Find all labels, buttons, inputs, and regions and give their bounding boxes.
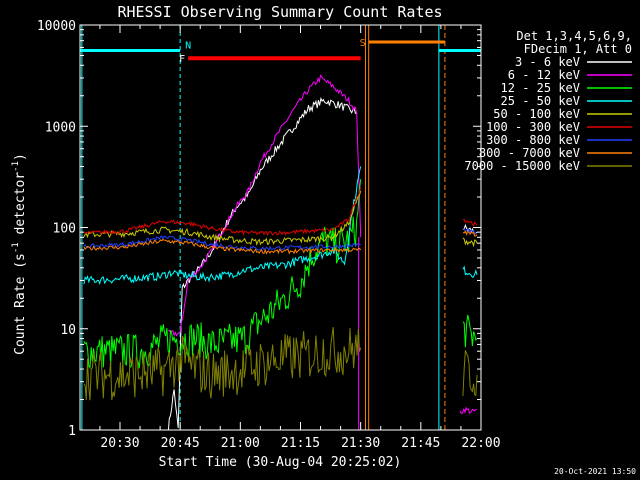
flare-label: F [179,54,185,65]
series-line-1-seg-0 [168,74,362,337]
night-label: N [185,40,191,51]
plot-clip-group [80,25,481,430]
x-tick-label-4: 21:30 [341,436,380,451]
x-tick-label-3: 21:15 [281,436,320,451]
series-line-6-seg-0 [83,235,361,252]
legend-label-8: 7000 - 15000 keV [464,159,580,173]
svg-text:Count Rate (s-1 detector-1): Count Rate (s-1 detector-1) [11,153,28,355]
y-tick-label-1: 10 [60,323,76,338]
legend-label-4: 50 - 100 keV [493,107,580,121]
legend-label-2: 12 - 25 keV [501,81,580,95]
saa-label: S [360,38,366,49]
legend-label-1: 6 - 12 keV [508,68,580,82]
legend-label-6: 300 - 800 keV [486,133,580,147]
y-tick-label-3: 1000 [45,120,76,135]
series-line-3-seg-0 [83,166,362,286]
series-line-8-seg-1 [462,350,478,397]
x-tick-label-0: 20:30 [100,436,139,451]
series-line-5-seg-1 [462,218,478,227]
series-line-7-seg-1 [462,230,478,237]
legend-label-0: 3 - 6 keV [515,55,580,69]
x-tick-label-6: 22:00 [461,436,500,451]
legend-label-3: 25 - 50 keV [501,94,580,108]
series-line-1-seg-1 [459,406,478,415]
y-tick-label-4: 10000 [37,19,76,34]
series-line-3-seg-1 [462,265,478,278]
footer-date: 20-Oct-2021 13:50 [554,467,636,476]
series-line-4-seg-1 [462,237,478,248]
legend-label-7: 800 - 7000 keV [479,146,580,160]
x-axis-label: Start Time (30-Aug-04 20:25:02) [159,455,402,470]
axes: 1 10 100 1000 10000 20:30 20:45 21:00 21:15 21:30… [37,19,501,451]
y-axis-label-end: ) [13,153,28,161]
chart-title: RHESSI Observing Summary Count Rates [117,3,442,21]
legend-label-5: 100 - 300 keV [486,120,580,134]
x-tick-label-2: 21:00 [221,436,260,451]
series-line-5-seg-0 [83,187,362,236]
y-tick-label-2: 100 [53,222,76,237]
y-axis-label-mid: detector [13,172,28,243]
y-axis-label-main: Count Rate (s [13,253,28,355]
plot-area: NF S [80,25,481,430]
series-line-7-seg-0 [83,238,362,255]
x-tick-label-1: 20:45 [161,436,200,451]
y-axis-label-sup1: -1 [11,242,21,253]
series-line-2-seg-1 [462,314,478,348]
legend-header-1: Det 1,3,4,5,6,9, [516,29,632,43]
y-tick-label-0: 1 [68,424,76,439]
x-tick-label-5: 21:45 [401,436,440,451]
legend-header-2: FDecim 1, Att 0 [524,42,632,56]
y-axis-label-sup2: -1 [11,161,21,172]
series-line-8-seg-0 [83,327,362,401]
y-axis-label: Count Rate (s-1 detector-1) [11,153,28,355]
series-line-4-seg-0 [83,190,362,246]
legend: Det 1,3,4,5,6,9,FDecim 1, Att 03 - 6 keV… [464,29,632,173]
